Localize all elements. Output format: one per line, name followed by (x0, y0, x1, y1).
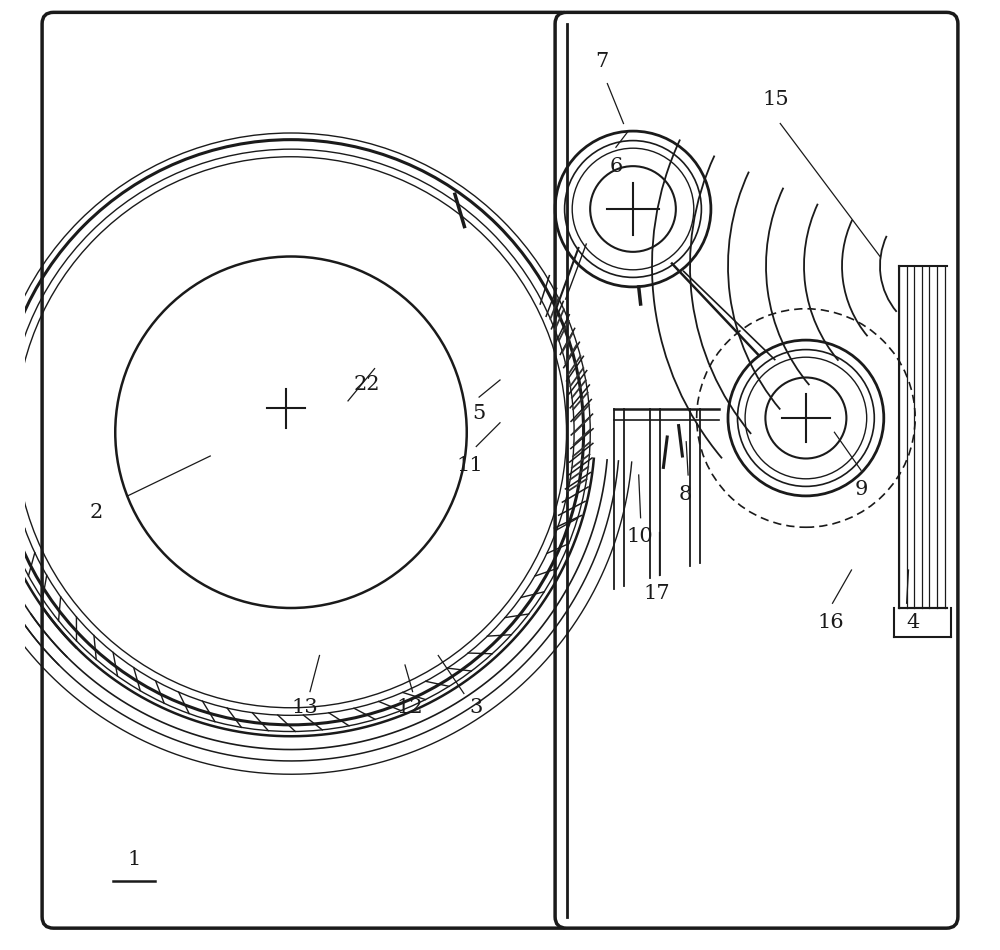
FancyBboxPatch shape (555, 12, 958, 928)
FancyBboxPatch shape (42, 12, 573, 928)
Text: 10: 10 (626, 527, 653, 546)
Text: 17: 17 (643, 584, 670, 603)
Text: 7: 7 (595, 52, 608, 71)
Text: 8: 8 (679, 484, 692, 504)
Text: 22: 22 (354, 375, 380, 394)
Text: 1: 1 (128, 850, 141, 869)
Text: 2: 2 (90, 504, 103, 522)
Text: 5: 5 (472, 404, 486, 423)
Text: 3: 3 (470, 698, 483, 717)
Text: 12: 12 (396, 698, 423, 717)
Text: 9: 9 (854, 480, 868, 499)
Text: 16: 16 (817, 613, 844, 632)
Text: 6: 6 (609, 157, 623, 176)
Text: 13: 13 (292, 698, 319, 717)
Text: 15: 15 (762, 90, 789, 109)
Text: 4: 4 (907, 613, 920, 632)
Text: 11: 11 (456, 456, 483, 475)
